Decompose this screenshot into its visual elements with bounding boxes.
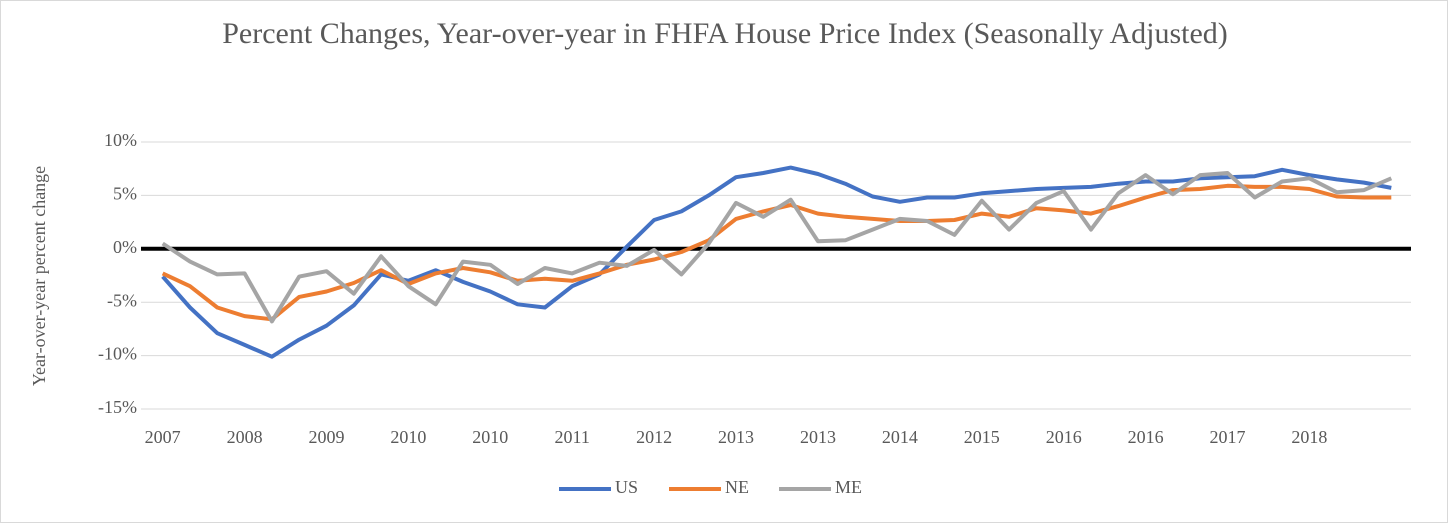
x-tick-label: 2010 — [472, 427, 508, 447]
x-tick-label: 2007 — [145, 427, 181, 447]
y-tick-label: -5% — [107, 290, 137, 310]
y-tick-label: -10% — [98, 344, 137, 364]
y-tick-label: 10% — [104, 130, 137, 150]
y-tick-label: -15% — [98, 397, 137, 417]
chart-title: Percent Changes, Year-over-year in FHFA … — [222, 17, 1228, 50]
x-tick-label: 2018 — [1291, 427, 1327, 447]
x-tick-label: 2013 — [800, 427, 836, 447]
series-line — [161, 183, 1392, 322]
x-tick-label: 2017 — [1210, 427, 1246, 447]
x-tick-label: 2015 — [964, 427, 1000, 447]
y-axis-label: Year-over-year percent change — [29, 166, 49, 386]
x-tick-label: 2008 — [227, 427, 263, 447]
y-tick-label: 5% — [113, 184, 137, 204]
x-tick-label: 2016 — [1128, 427, 1164, 447]
legend-label: NE — [725, 477, 749, 497]
series-line — [161, 171, 1393, 324]
x-tick-label: 2010 — [390, 427, 426, 447]
x-tick-label: 2009 — [308, 427, 344, 447]
x-tick-label: 2016 — [1046, 427, 1082, 447]
series-line — [161, 165, 1392, 359]
x-tick-label: 2012 — [636, 427, 672, 447]
x-tick-label: 2014 — [882, 427, 918, 447]
x-tick-label: 2011 — [555, 427, 590, 447]
legend-label: US — [615, 477, 638, 497]
legend-label: ME — [835, 477, 862, 497]
x-tick-label: 2013 — [718, 427, 754, 447]
y-tick-label: 0% — [113, 237, 137, 257]
